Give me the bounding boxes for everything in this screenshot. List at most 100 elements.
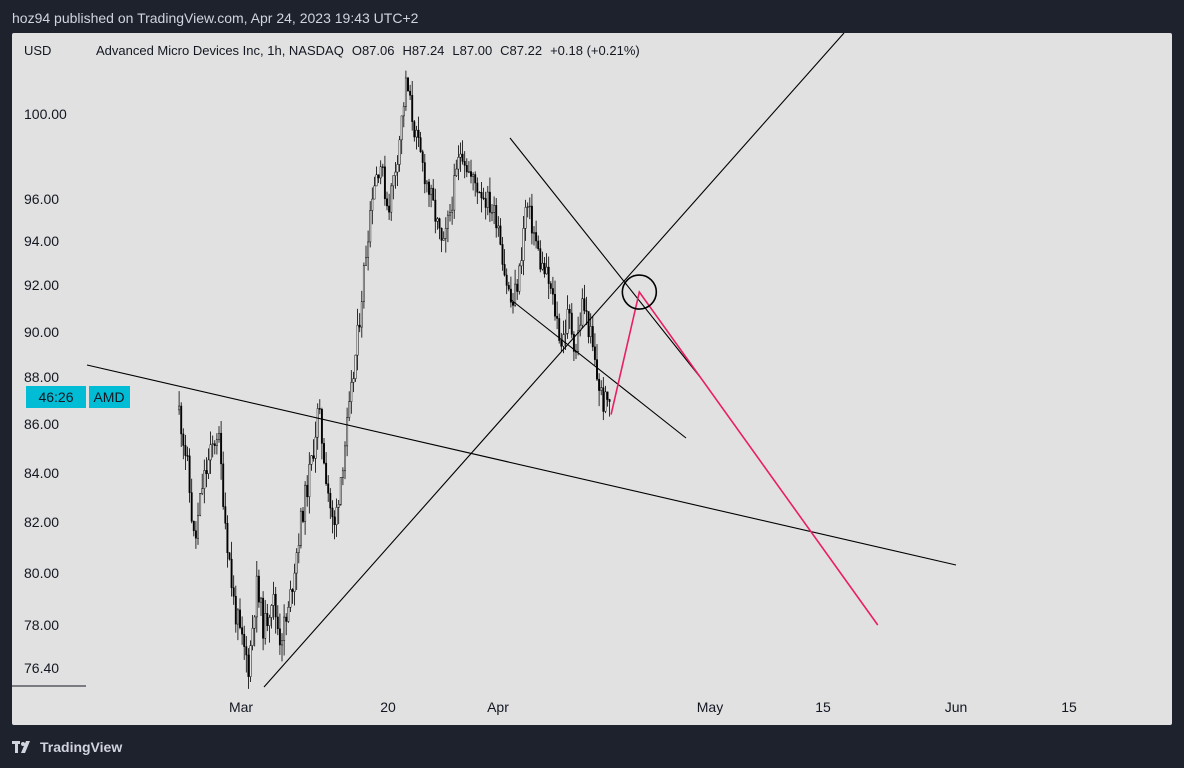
candle xyxy=(606,391,609,407)
time-axis[interactable]: Mar 20 Apr May 15 Jun 15 xyxy=(229,699,1077,715)
candle-body xyxy=(247,654,250,677)
candle xyxy=(608,398,611,417)
candle-body xyxy=(381,166,384,168)
candle xyxy=(268,614,271,643)
candle xyxy=(333,510,336,540)
candle xyxy=(199,493,202,517)
channel-top-line[interactable] xyxy=(509,137,701,378)
candle-body xyxy=(358,324,361,328)
candle xyxy=(251,615,254,651)
trendline-upper-descending[interactable] xyxy=(86,364,957,566)
candle xyxy=(583,284,586,315)
legend-row: Advanced Micro Devices Inc, 1h, NASDAQ O8… xyxy=(96,43,640,58)
price-axis-label: 82.00 xyxy=(24,514,59,530)
candle-body xyxy=(371,198,374,211)
candle xyxy=(354,354,357,382)
candle-body xyxy=(257,575,260,603)
candle-body xyxy=(276,616,279,630)
candle xyxy=(535,220,538,249)
candle-body xyxy=(367,241,370,258)
candle-body xyxy=(509,288,512,303)
candle-body xyxy=(449,212,451,216)
candle-body xyxy=(556,315,559,319)
candle xyxy=(564,319,567,351)
candle-body xyxy=(446,214,449,229)
candle-body xyxy=(251,627,254,646)
candle-body xyxy=(512,301,514,306)
candle-body xyxy=(465,165,468,173)
candle-body xyxy=(434,199,437,222)
price-axis-label: 94.00 xyxy=(24,233,59,249)
candle xyxy=(316,403,319,450)
candle-body xyxy=(180,405,183,435)
candle xyxy=(516,278,519,300)
candle xyxy=(453,163,456,219)
candle-body xyxy=(373,185,376,200)
candle-body xyxy=(318,408,321,410)
candle-body xyxy=(299,510,302,546)
candle xyxy=(570,303,573,339)
candle xyxy=(600,380,603,396)
candle xyxy=(262,591,265,651)
candle-body xyxy=(293,572,296,592)
candle-body xyxy=(239,609,241,628)
candle-body xyxy=(505,274,508,286)
candle xyxy=(486,185,489,216)
price-axis[interactable]: 100.00 96.00 94.00 92.00 90.00 88.00 86.00 84.0… xyxy=(12,106,86,687)
candle-body xyxy=(537,240,540,249)
candle-body xyxy=(499,225,502,245)
candle xyxy=(178,391,181,415)
candle-body xyxy=(558,318,561,341)
candle xyxy=(306,475,309,507)
candle xyxy=(566,295,569,339)
candle xyxy=(524,199,527,241)
candle-body xyxy=(551,288,554,295)
target-circle[interactable] xyxy=(621,274,658,310)
candle xyxy=(308,452,311,514)
footer-brand: TradingView xyxy=(40,739,123,755)
candle xyxy=(419,131,422,153)
chart-canvas[interactable]: 100.00 96.00 94.00 92.00 90.00 88.00 86.00 84.0… xyxy=(12,33,1172,725)
candle-body xyxy=(354,354,357,379)
candle-body xyxy=(472,174,475,177)
candle xyxy=(220,421,223,480)
candle-body xyxy=(379,166,382,179)
candle xyxy=(518,263,521,295)
candle xyxy=(325,452,328,486)
channel-bottom-line[interactable] xyxy=(509,298,687,439)
candle-body xyxy=(497,225,500,229)
candle xyxy=(463,151,466,179)
candle xyxy=(190,478,193,524)
candle xyxy=(228,552,231,561)
trendline-ascending[interactable] xyxy=(263,33,845,688)
candle-body xyxy=(228,552,231,560)
candle xyxy=(373,176,376,200)
chart-panel[interactable]: 100.00 96.00 94.00 92.00 90.00 88.00 86.00 84.0… xyxy=(12,33,1172,725)
candle xyxy=(194,521,197,549)
candle xyxy=(304,481,307,535)
candle xyxy=(182,428,185,460)
candle xyxy=(446,210,449,243)
price-axis-label: 78.00 xyxy=(24,617,59,633)
candle-body xyxy=(337,503,340,508)
candle xyxy=(474,171,477,197)
candle xyxy=(459,142,462,172)
candle xyxy=(423,153,426,194)
candle xyxy=(415,125,418,150)
candle-body xyxy=(602,387,605,412)
candle xyxy=(413,119,416,142)
candle xyxy=(568,304,571,330)
candle-body xyxy=(283,616,286,641)
candle xyxy=(285,613,288,636)
candle xyxy=(365,245,367,266)
candle xyxy=(281,633,283,662)
projection-path[interactable] xyxy=(610,290,879,626)
candle xyxy=(224,492,227,530)
candle-body xyxy=(476,182,479,193)
candle-body xyxy=(281,640,283,646)
candle-body xyxy=(295,552,298,574)
candle xyxy=(255,560,258,633)
candle xyxy=(472,172,475,191)
candle-body xyxy=(365,257,367,266)
price-tag-ticker: AMD xyxy=(93,389,124,405)
